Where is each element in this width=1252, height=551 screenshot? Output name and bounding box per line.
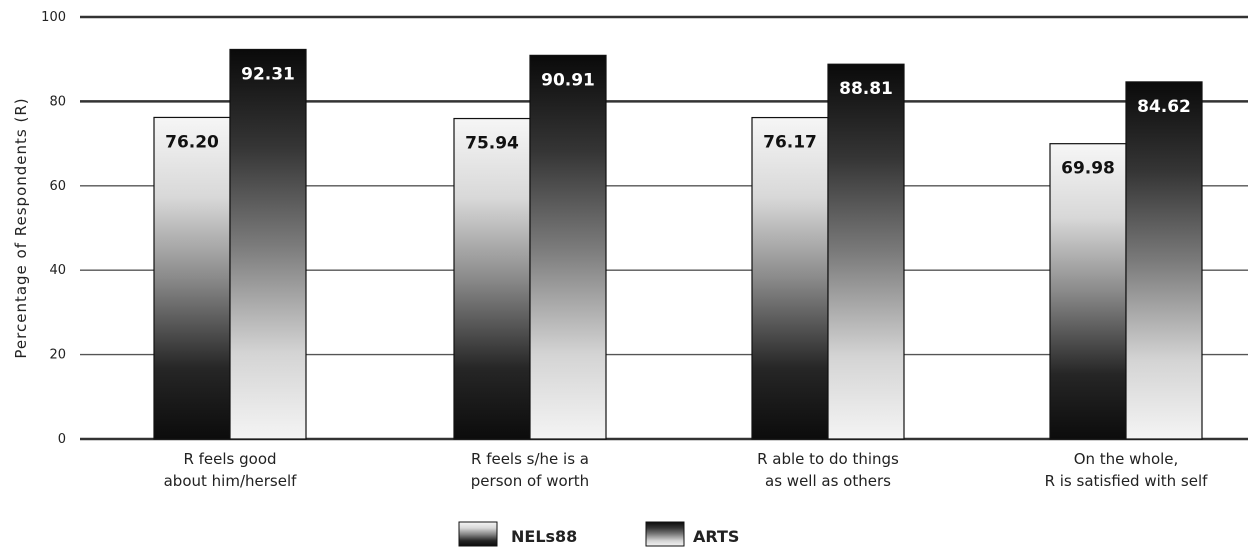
y-tick-label: 0: [58, 432, 66, 447]
y-axis-label: Percentage of Respondents (R): [12, 97, 30, 358]
data-label: 88.81: [839, 79, 893, 99]
data-label: 92.31: [241, 64, 295, 84]
bars: [153, 48, 1203, 440]
legend-swatch-arts: [645, 521, 685, 547]
data-label: 84.62: [1137, 97, 1191, 117]
category-label: R feels good: [183, 450, 276, 468]
data-label: 76.20: [165, 132, 219, 152]
legend: NELs88 ARTS: [458, 521, 739, 547]
y-tick-label: 60: [49, 179, 66, 194]
data-label: 69.98: [1061, 159, 1115, 179]
legend-swatch-nels88: [458, 521, 498, 547]
bar-arts: [529, 54, 607, 440]
y-axis-ticks: 0 20 40 60 80 100: [41, 10, 66, 447]
data-labels: 76.20 75.94 76.17 69.98 92.31 90.91 88.81 84.62: [165, 64, 1191, 178]
y-tick-label: 40: [49, 263, 66, 278]
category-label: about him/herself: [164, 472, 298, 490]
bar-nels88: [1049, 143, 1127, 440]
category-label: On the whole,: [1074, 450, 1179, 468]
data-label: 76.17: [763, 133, 817, 153]
data-label: 75.94: [465, 134, 519, 154]
category-label: person of worth: [471, 472, 589, 490]
bar-arts: [1125, 81, 1203, 440]
category-label: R able to do things: [757, 450, 899, 468]
legend-label: NELs88: [511, 527, 577, 546]
bar-nels88: [751, 116, 829, 440]
data-label: 90.91: [541, 70, 595, 90]
category-label: as well as others: [765, 472, 891, 490]
bar-nels88: [153, 116, 231, 440]
y-tick-label: 100: [41, 10, 66, 25]
category-label: R is satisfied with self: [1045, 472, 1209, 490]
y-tick-label: 80: [49, 94, 66, 109]
legend-label: ARTS: [693, 527, 739, 546]
bar-nels88: [453, 117, 531, 440]
y-tick-label: 20: [49, 348, 66, 363]
bar-arts: [827, 63, 905, 440]
bar-arts: [229, 48, 307, 440]
category-label: R feels s/he is a: [471, 450, 589, 468]
category-labels: R feels good about him/herself R feels s/h…: [164, 450, 1209, 490]
